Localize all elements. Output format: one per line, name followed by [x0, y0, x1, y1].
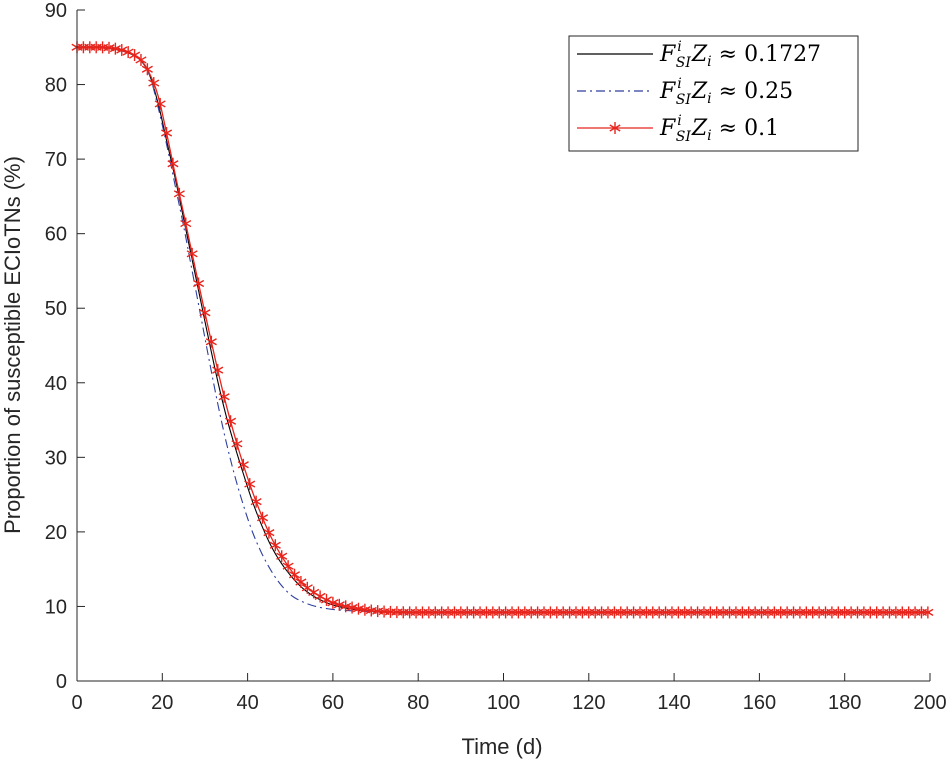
- data-point: [148, 77, 160, 90]
- data-point: [109, 42, 121, 55]
- x-tick-label: 140: [657, 692, 690, 714]
- x-tick-label: 100: [487, 692, 520, 714]
- data-point: [237, 458, 249, 471]
- data-point: [301, 581, 313, 594]
- data-point: [288, 568, 301, 581]
- data-point: [282, 560, 294, 573]
- data-point: [231, 437, 243, 450]
- x-tick-label: 0: [71, 692, 82, 714]
- data-point: [295, 575, 307, 588]
- data-point: [256, 511, 269, 524]
- y-axis-title: Proportion of susceptible ECIoTNs (%): [0, 156, 25, 534]
- x-tick-label: 160: [743, 692, 776, 714]
- legend-marker: [609, 122, 621, 134]
- data-point: [116, 44, 128, 57]
- x-tick-label: 20: [151, 692, 173, 714]
- x-tick-label: 60: [322, 692, 344, 714]
- data-point: [218, 390, 230, 403]
- data-point: [154, 97, 166, 110]
- data-point: [212, 364, 224, 377]
- y-tick-label: 40: [45, 373, 67, 395]
- plot-content: [71, 41, 934, 619]
- data-point: [308, 586, 320, 599]
- data-point: [327, 596, 339, 609]
- data-point: [180, 217, 192, 230]
- data-point: [276, 550, 288, 563]
- data-point: [141, 63, 153, 76]
- y-tick-label: 20: [45, 522, 67, 544]
- data-point: [346, 601, 358, 614]
- data-point: [922, 606, 934, 619]
- y-tick-label: 30: [45, 447, 67, 469]
- x-axis-title: Time (d): [461, 734, 542, 759]
- data-point: [244, 478, 256, 491]
- data-point: [205, 335, 217, 348]
- y-tick-label: 60: [45, 224, 67, 246]
- data-point: [250, 495, 262, 508]
- data-point: [129, 49, 141, 62]
- data-point: [167, 157, 179, 170]
- y-tick-label: 0: [56, 671, 67, 693]
- data-point: [340, 600, 352, 613]
- series-markers-2: [71, 41, 934, 619]
- data-point: [224, 415, 237, 428]
- y-tick-label: 90: [45, 0, 67, 22]
- data-point: [199, 306, 211, 319]
- data-point: [269, 539, 281, 552]
- data-point: [135, 53, 147, 66]
- y-tick-label: 10: [45, 596, 67, 618]
- x-tick-label: 200: [913, 692, 946, 714]
- x-tick-label: 40: [236, 692, 258, 714]
- y-tick-label: 80: [45, 75, 67, 97]
- x-tick-label: 180: [828, 692, 861, 714]
- axes: 0 20 40 60 80 100 120 140 160 180 200 0 10 20 30 40 50 60…: [45, 0, 947, 714]
- data-point: [193, 277, 205, 290]
- data-point: [161, 127, 173, 140]
- legend-box: [568, 35, 859, 152]
- y-tick-label: 70: [45, 149, 67, 171]
- data-point: [333, 598, 345, 611]
- x-tick-label: 80: [407, 692, 429, 714]
- data-point: [186, 247, 198, 260]
- y-tick-label: 50: [45, 298, 67, 320]
- data-point: [173, 187, 185, 200]
- x-tick-label: 120: [572, 692, 605, 714]
- data-point: [320, 593, 333, 606]
- data-point: [263, 526, 275, 539]
- data-point: [314, 590, 326, 603]
